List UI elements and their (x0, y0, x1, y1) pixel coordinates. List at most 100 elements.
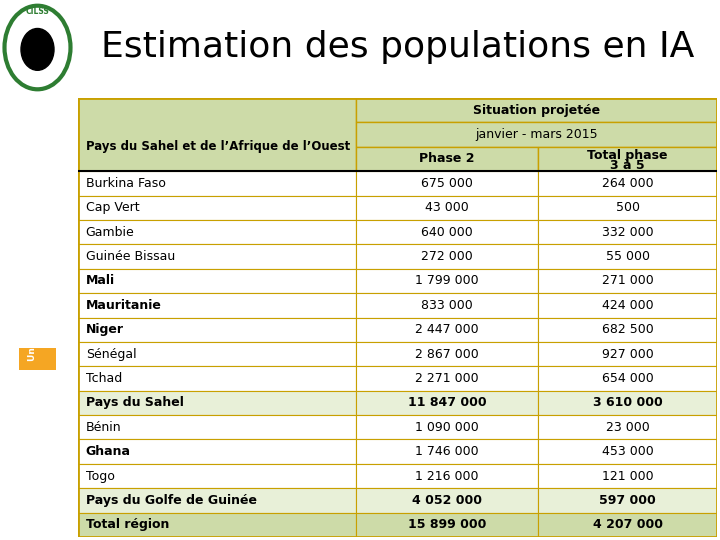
Bar (78, 464, 356, 488)
Bar (78, 269, 356, 293)
Bar (538, 195, 717, 220)
Text: Togo: Togo (86, 469, 114, 483)
Text: www.cilss.bf: www.cilss.bf (32, 435, 42, 504)
Text: Gambie: Gambie (86, 226, 135, 239)
Text: 682 500: 682 500 (602, 323, 654, 336)
Bar (78, 98, 356, 171)
Bar (538, 512, 717, 537)
Bar (78, 220, 356, 244)
Text: 271 000: 271 000 (602, 274, 654, 287)
Text: 15 899 000: 15 899 000 (408, 518, 486, 531)
Text: Mali: Mali (86, 274, 114, 287)
Bar (538, 390, 717, 415)
Text: Burkina Faso: Burkina Faso (86, 177, 166, 190)
Text: Bénin: Bénin (86, 421, 121, 434)
Bar (538, 220, 717, 244)
Text: CILSS: CILSS (26, 7, 50, 16)
Bar (538, 244, 717, 269)
Bar (538, 318, 717, 342)
Bar (538, 440, 717, 464)
Text: 4 052 000: 4 052 000 (412, 494, 482, 507)
Bar (356, 440, 538, 464)
Text: 2 271 000: 2 271 000 (415, 372, 479, 385)
Bar (356, 366, 538, 390)
Text: Guinée Bissau: Guinée Bissau (86, 250, 175, 263)
Bar (78, 293, 356, 318)
Bar (356, 415, 538, 440)
Bar (356, 171, 538, 195)
Bar (538, 415, 717, 440)
Bar (356, 488, 538, 512)
Bar (538, 488, 717, 512)
Bar (78, 440, 356, 464)
Bar (356, 318, 538, 342)
Bar (356, 512, 538, 537)
Bar (356, 293, 538, 318)
Bar (356, 244, 538, 269)
Text: 597 000: 597 000 (599, 494, 656, 507)
Text: Situation projetée: Situation projetée (473, 104, 600, 117)
Text: 2 447 000: 2 447 000 (415, 323, 479, 336)
Text: Phase 2: Phase 2 (419, 152, 474, 165)
Bar (538, 293, 717, 318)
Text: 23 000: 23 000 (606, 421, 649, 434)
Text: Pays du Sahel: Pays du Sahel (86, 396, 184, 409)
Text: Estimation des populations en IA: Estimation des populations en IA (101, 30, 694, 64)
Text: 121 000: 121 000 (602, 469, 653, 483)
Bar (538, 366, 717, 390)
Text: 675 000: 675 000 (421, 177, 473, 190)
Bar (538, 342, 717, 366)
Bar (78, 171, 356, 195)
Bar (356, 269, 538, 293)
Bar (538, 464, 717, 488)
Bar (19, 348, 56, 370)
Bar (78, 390, 356, 415)
Bar (78, 488, 356, 512)
Text: Tchad: Tchad (86, 372, 122, 385)
Bar (78, 318, 356, 342)
Bar (356, 220, 538, 244)
Text: 11 847 000: 11 847 000 (408, 396, 486, 409)
Text: 1 746 000: 1 746 000 (415, 445, 479, 458)
Bar (78, 244, 356, 269)
Text: 272 000: 272 000 (421, 250, 473, 263)
Bar (78, 512, 356, 537)
Bar (356, 390, 538, 415)
Text: Total région: Total région (86, 518, 169, 531)
Text: Mauritanie: Mauritanie (86, 299, 161, 312)
Text: 1 216 000: 1 216 000 (415, 469, 479, 483)
Text: Total phase: Total phase (588, 149, 667, 162)
Text: 453 000: 453 000 (602, 445, 654, 458)
Bar (538, 147, 717, 171)
Text: Pays du Golfe de Guinée: Pays du Golfe de Guinée (86, 494, 256, 507)
Text: Niger: Niger (86, 323, 124, 336)
Bar (356, 195, 538, 220)
Text: 43 000: 43 000 (425, 201, 469, 214)
Circle shape (21, 29, 54, 70)
Bar (78, 366, 356, 390)
Bar (78, 195, 356, 220)
Text: 332 000: 332 000 (602, 226, 653, 239)
Bar (78, 342, 356, 366)
Bar (356, 147, 538, 171)
Text: janvier - mars 2015: janvier - mars 2015 (475, 128, 598, 141)
Text: Un autre Sahel est
possible !: Un autre Sahel est possible ! (28, 266, 48, 361)
Text: 654 000: 654 000 (602, 372, 654, 385)
Text: 640 000: 640 000 (421, 226, 473, 239)
Text: 4 207 000: 4 207 000 (593, 518, 662, 531)
Text: 1 090 000: 1 090 000 (415, 421, 479, 434)
Bar (538, 269, 717, 293)
Text: 55 000: 55 000 (606, 250, 649, 263)
Text: Pays du Sahel et de l’Afrique de l’Ouest: Pays du Sahel et de l’Afrique de l’Ouest (86, 140, 350, 153)
Bar (356, 464, 538, 488)
Text: 3 à 5: 3 à 5 (611, 159, 645, 172)
Bar (356, 342, 538, 366)
Bar (356, 98, 717, 123)
Text: 500: 500 (616, 201, 639, 214)
Text: Cap Vert: Cap Vert (86, 201, 139, 214)
Text: 3 610 000: 3 610 000 (593, 396, 662, 409)
Bar (356, 123, 717, 147)
Text: 927 000: 927 000 (602, 348, 654, 361)
Text: 833 000: 833 000 (421, 299, 473, 312)
Text: 264 000: 264 000 (602, 177, 653, 190)
